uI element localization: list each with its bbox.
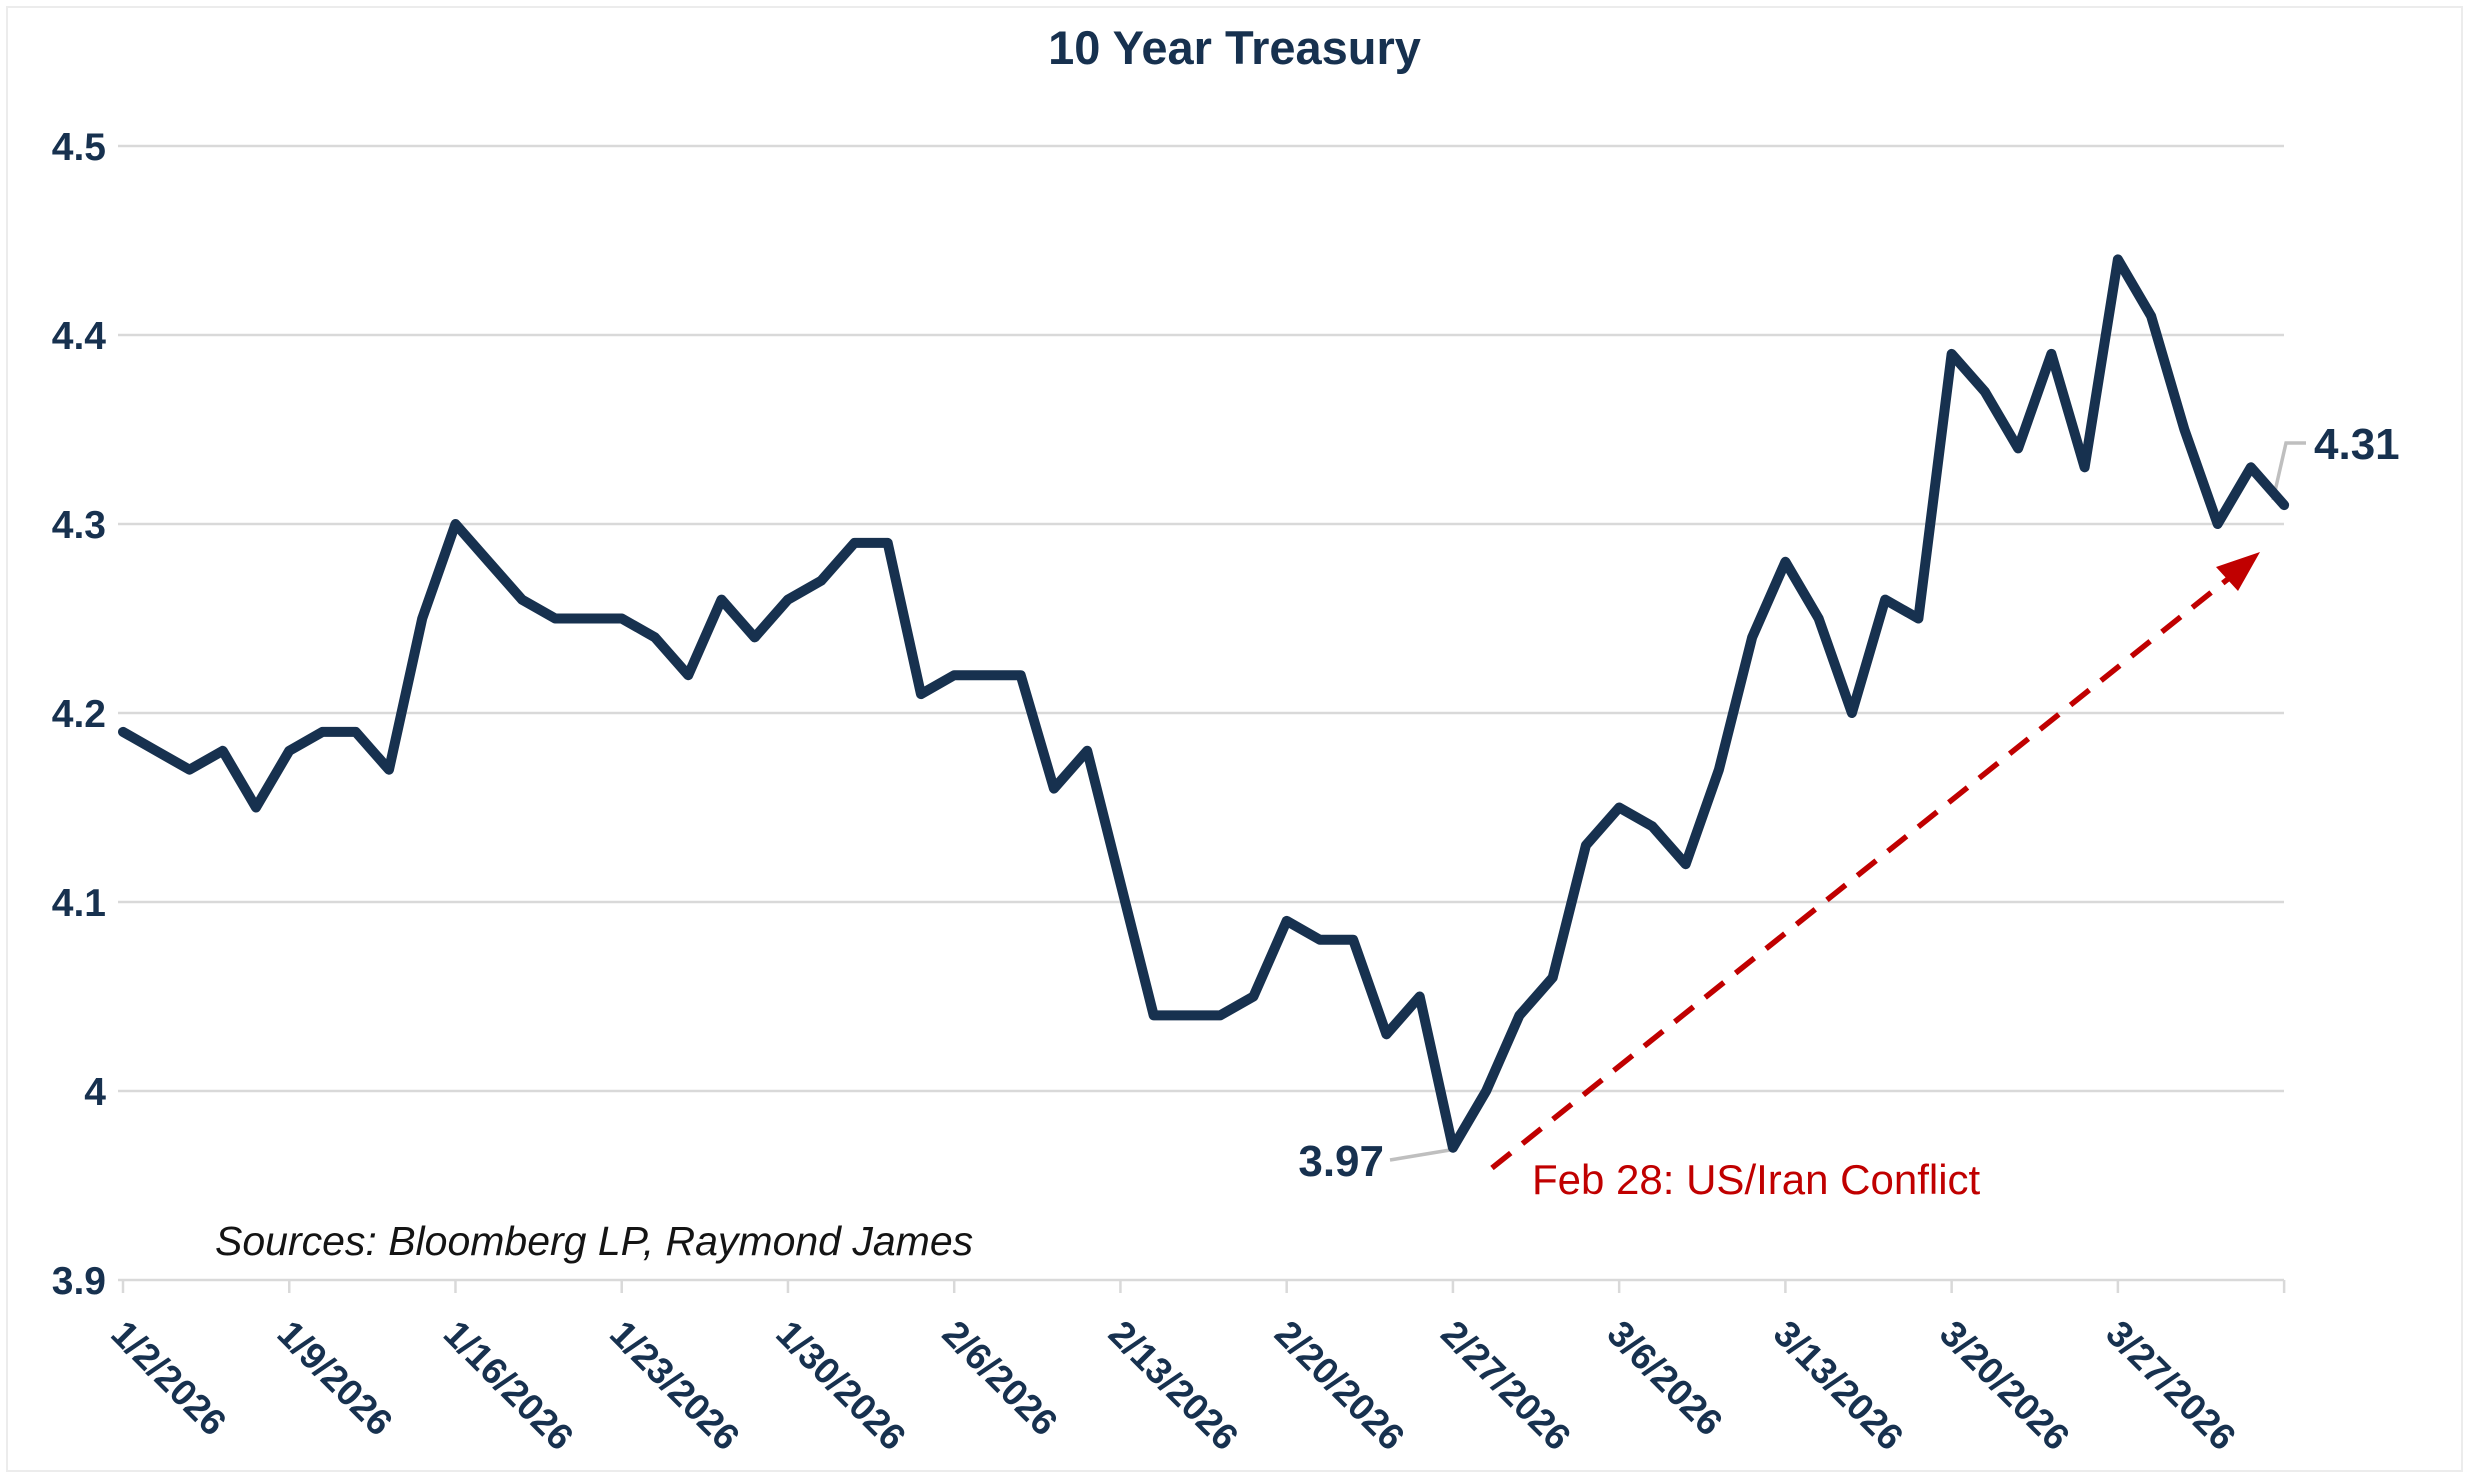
end-point-label: 4.31 (2314, 420, 2400, 469)
x-tick-label: 3/27/2026 (2098, 1313, 2243, 1458)
end-point-leader (2271, 441, 2306, 501)
x-tick-label: 1/9/2026 (270, 1313, 401, 1444)
source-note: Sources: Bloomberg LP, Raymond James (215, 1218, 974, 1264)
x-tick-label: 1/30/2026 (768, 1313, 913, 1458)
low-point-leader (1389, 1147, 1457, 1162)
y-tick-label: 4.4 (52, 315, 107, 358)
y-tick-label: 4.3 (52, 504, 106, 547)
y-tick-label: 4.1 (52, 882, 106, 925)
low-point-label: 3.97 (1298, 1137, 1384, 1186)
x-tick-label: 3/13/2026 (1766, 1313, 1911, 1458)
event-arrow-head (2216, 552, 2260, 591)
x-tick-label: 2/13/2026 (1101, 1313, 1246, 1458)
x-tick-label: 1/23/2026 (602, 1313, 747, 1458)
x-tick-label: 2/20/2026 (1267, 1313, 1412, 1458)
treasury-line (118, 254, 2290, 1153)
event-arrow-shaft (1490, 576, 2230, 1171)
event-arrow (1490, 552, 2260, 1171)
chart-title: 10 Year Treasury (1048, 21, 1421, 74)
y-tick-label: 4 (84, 1071, 106, 1114)
x-tick-label: 2/6/2026 (935, 1313, 1066, 1444)
x-tick-label: 3/20/2026 (1932, 1313, 2077, 1458)
series-layer (118, 254, 2290, 1153)
event-annotation: Feb 28: US/Iran Conflict (1532, 1156, 1981, 1203)
grid-layer (118, 144, 2284, 1282)
x-tick-label: 2/27/2026 (1433, 1313, 1578, 1458)
y-tick-label: 4.5 (52, 126, 106, 169)
y-tick-label: 3.9 (52, 1260, 106, 1303)
x-tick-label: 3/6/2026 (1600, 1313, 1731, 1444)
y-tick-label: 4.2 (52, 693, 106, 736)
x-tick-label: 1/2/2026 (103, 1313, 234, 1444)
x-tick-label: 1/16/2026 (436, 1313, 581, 1458)
